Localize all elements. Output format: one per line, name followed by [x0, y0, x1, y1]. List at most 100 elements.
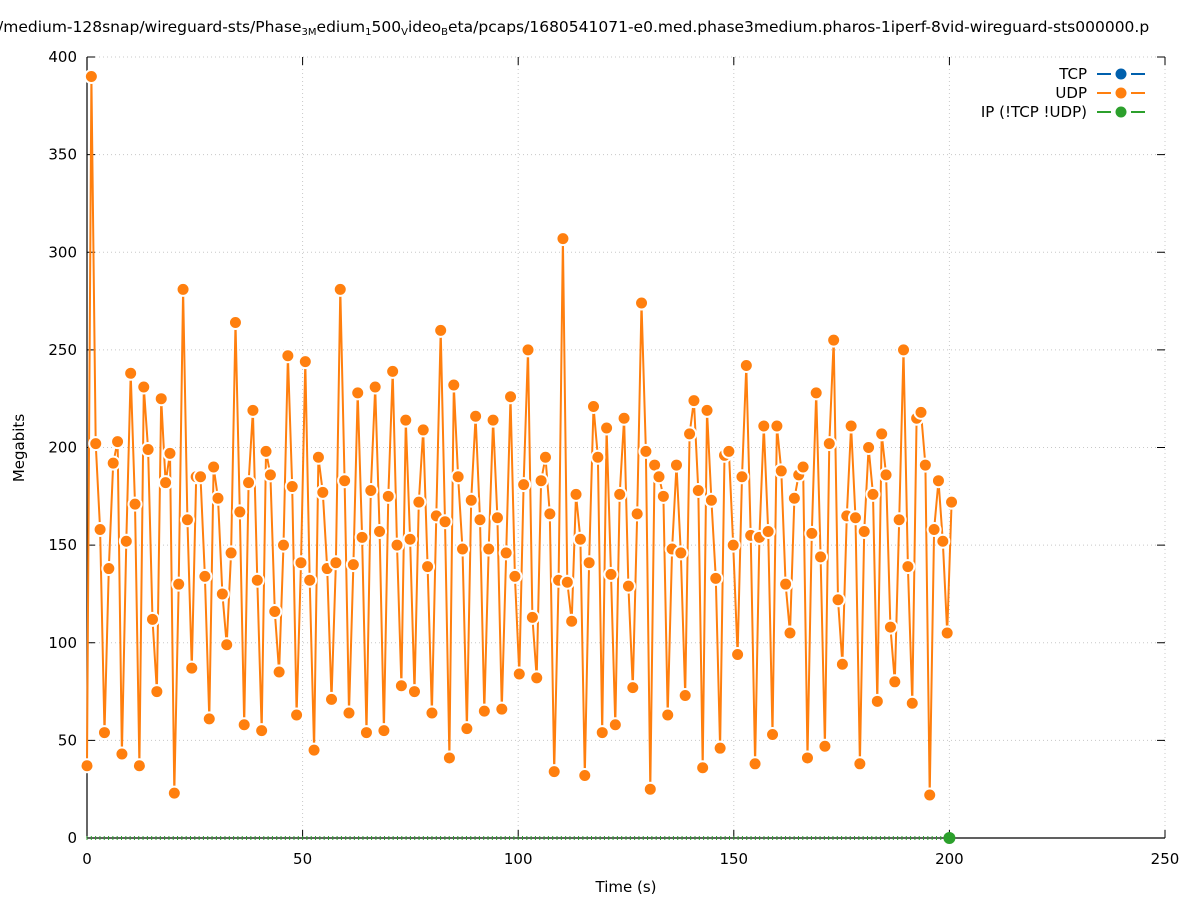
udp-data-point [249, 572, 265, 588]
x-axis-label: Time (s) [595, 878, 657, 896]
udp-data-point [96, 725, 112, 741]
tick-labels: 0 50 100 150 200 250 300 350 400 0 50 100 150 200 250 [48, 48, 1179, 868]
udp-data-point [280, 348, 296, 364]
y-tick-label: 50 [58, 731, 77, 749]
udp-data-point [385, 363, 401, 379]
y-tick-label: 150 [48, 536, 77, 554]
udp-data-point [341, 705, 357, 721]
y-tick-label: 400 [48, 48, 77, 66]
udp-data-point [590, 449, 606, 465]
udp-data-point [577, 768, 593, 784]
udp-data-point [166, 785, 182, 801]
udp-data-point [773, 463, 789, 479]
udp-data-point [721, 443, 737, 459]
x-tick-label: 50 [293, 850, 312, 868]
udp-data-point [476, 703, 492, 719]
udp-data-point [354, 529, 370, 545]
udp-data-point [494, 701, 510, 717]
udp-data-point [114, 746, 130, 762]
udp-data-point [782, 625, 798, 641]
udp-data-point [363, 482, 379, 498]
udp-data-point [289, 707, 305, 723]
udp-data-point [507, 568, 523, 584]
y-axis-label: Megabits [10, 414, 28, 482]
y-tick-label: 300 [48, 243, 77, 261]
udp-data-point [843, 418, 859, 434]
y-tick-label: 350 [48, 146, 77, 164]
udp-data-point [267, 604, 283, 620]
udp-data-point [393, 678, 409, 694]
udp-data-point [337, 473, 353, 489]
udp-data-point [826, 332, 842, 348]
udp-data-point [411, 494, 427, 510]
udp-data-point [778, 576, 794, 592]
title-part: 500 [371, 18, 402, 36]
udp-data-point [537, 449, 553, 465]
udp-data-point [345, 557, 361, 573]
udp-data-point [446, 377, 462, 393]
udp-data-point [529, 670, 545, 686]
udp-data-point [433, 322, 449, 338]
udp-series-line [86, 75, 953, 796]
udp-data-point [808, 385, 824, 401]
title-part: 1 [365, 27, 372, 38]
udp-data-point [127, 496, 143, 512]
udp-data-point [572, 531, 588, 547]
udp-data-point [878, 467, 894, 483]
x-tick-label: 0 [82, 850, 92, 868]
udp-data-point [315, 484, 331, 500]
udp-data-point [686, 393, 702, 409]
udp-data-point [904, 695, 920, 711]
udp-data-point [699, 402, 715, 418]
udp-data-point [83, 69, 99, 85]
legend-marker [1115, 68, 1127, 80]
udp-data-point [642, 781, 658, 797]
udp-data-point [887, 674, 903, 690]
legend-label: UDP [1055, 84, 1087, 102]
udp-data-point [297, 354, 313, 370]
udp-data-point [284, 479, 300, 495]
udp-data-point [184, 660, 200, 676]
x-tick-label: 250 [1151, 850, 1180, 868]
udp-data-point [424, 705, 440, 721]
udp-data-point [524, 609, 540, 625]
udp-data-point [813, 549, 829, 565]
udp-data-point [197, 568, 213, 584]
udp-data-point [140, 441, 156, 457]
udp-data-point [882, 619, 898, 635]
udp-data-point [939, 625, 955, 641]
udp-data-point [262, 467, 278, 483]
title-part: V [401, 27, 408, 38]
udp-data-point [210, 490, 226, 506]
udp-data-point [463, 492, 479, 508]
udp-data-point [708, 570, 724, 586]
udp-data-point [891, 512, 907, 528]
udp-data-point [599, 420, 615, 436]
udp-data-point [241, 475, 257, 491]
udp-data-point [747, 756, 763, 772]
udp-data-point [258, 443, 274, 459]
udp-data-point [153, 391, 169, 407]
udp-data-point [468, 408, 484, 424]
udp-data-point [581, 555, 597, 571]
udp-data-point [756, 418, 772, 434]
y-tick-label: 250 [48, 341, 77, 359]
udp-data-point [306, 742, 322, 758]
udp-data-point [830, 592, 846, 608]
udp-data-point [88, 436, 104, 452]
udp-data-point [175, 281, 191, 297]
udp-data-point [634, 295, 650, 311]
udp-data-point [367, 379, 383, 395]
udp-data-point [206, 459, 222, 475]
udp-data-point [869, 693, 885, 709]
udp-data-point [324, 691, 340, 707]
udp-data-point [620, 578, 636, 594]
udp-data-point [232, 504, 248, 520]
udp-data-point [389, 537, 405, 553]
udp-data-point [498, 545, 514, 561]
udp-data-point [376, 723, 392, 739]
udp-data-point [350, 385, 366, 401]
udp-data-point [586, 398, 602, 414]
udp-data-point [131, 758, 147, 774]
udp-data-point [441, 750, 457, 766]
